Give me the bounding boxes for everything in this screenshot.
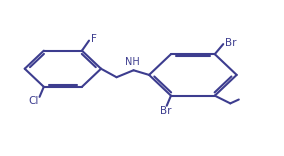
Text: F: F	[91, 34, 97, 44]
Text: NH: NH	[125, 57, 139, 67]
Text: Br: Br	[160, 106, 171, 116]
Text: Cl: Cl	[29, 97, 39, 107]
Text: Br: Br	[225, 38, 237, 48]
